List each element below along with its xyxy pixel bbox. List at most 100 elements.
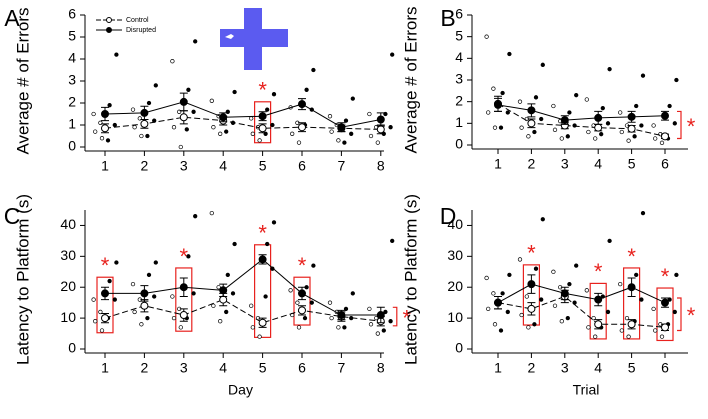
significance-mark: * [687,303,696,328]
mean-marker [140,108,149,117]
mean-marker [527,119,536,128]
legend-label: Control [126,17,149,24]
data-point [186,254,191,259]
data-point [507,51,512,57]
x-tick-label: 4 [219,158,227,174]
data-point [388,125,393,130]
data-point [491,291,496,296]
mean-line [497,104,666,121]
data-point [329,129,334,134]
data-point [639,297,644,302]
data-point [329,315,334,321]
mean-marker [661,323,669,332]
x-tick-label: 2 [141,158,149,174]
data-point [186,87,191,92]
highlight-box [254,244,272,338]
data-point [327,300,333,305]
mean-line [104,116,381,130]
data-point [309,300,314,305]
data-point [500,90,505,96]
mean-marker [219,113,228,122]
data-point [618,110,623,115]
highlight-box [589,282,607,340]
x-tick-label: 5 [259,158,267,174]
data-point [145,315,150,321]
x-tick-label: 7 [338,360,346,376]
x-tick-label: 5 [628,156,636,172]
legend-marker [106,17,112,23]
data-point [565,134,570,139]
data-point [146,100,152,106]
data-point [184,127,189,132]
data-point [672,309,677,315]
data-point [607,67,612,72]
data-point [567,110,572,115]
data-point [209,98,214,103]
data-point [605,309,611,315]
data-point [93,129,98,134]
y-tick-label: 30 [60,247,76,263]
data-point [178,144,183,150]
data-point [263,294,268,299]
data-point [290,131,295,136]
mean-marker [627,124,636,133]
y-tick-label: 40 [60,216,76,232]
data-point [552,127,558,132]
data-point [619,328,624,333]
data-point [674,272,679,278]
data-point [653,136,658,141]
x-tick-label: 3 [180,360,188,376]
data-point [350,291,355,296]
mean-marker [376,311,385,320]
x-tick-label: 6 [661,360,669,376]
panel-label: D [440,203,457,229]
data-point [624,315,630,321]
x-tick-label: 8 [377,360,385,376]
data-point [225,272,230,278]
data-point [93,319,98,324]
mean-line [104,299,381,324]
data-point [574,93,579,98]
mean-marker [627,112,636,121]
mean-marker [179,283,188,292]
data-point [139,133,144,139]
x-tick-label: 4 [594,360,602,376]
data-point [640,210,646,216]
x-axis-label: Day [228,382,253,398]
data-point [130,107,136,112]
mean-marker [258,255,267,264]
data-point [486,110,491,115]
mean-marker [627,320,636,329]
data-point [171,315,177,321]
data-point [170,294,175,299]
mean-marker [179,113,188,122]
x-tick-label: 3 [180,158,188,174]
mean-marker [179,311,188,320]
data-point [672,121,677,126]
data-point [539,116,544,122]
data-point [634,272,639,278]
data-point [540,62,545,67]
data-point [342,140,347,145]
data-point [224,309,229,315]
data-point [600,106,605,111]
data-point [302,315,308,321]
data-point [517,257,523,262]
data-point [271,220,277,225]
significance-mark: * [687,114,696,139]
data-point [540,217,545,222]
mean-marker [594,113,603,122]
x-tick-label: 5 [628,360,636,376]
data-point [651,306,656,311]
data-point [584,97,589,102]
data-point [367,111,372,117]
data-point [91,297,96,302]
significance-mark: * [627,244,636,269]
data-point [232,89,237,95]
x-tick-label: 8 [377,158,385,174]
y-axis-label: Average # of Errors [13,7,32,154]
significance-mark: * [661,264,670,289]
x-tick-label: 3 [561,360,569,376]
mean-marker [298,289,306,298]
mean-marker [101,289,109,298]
